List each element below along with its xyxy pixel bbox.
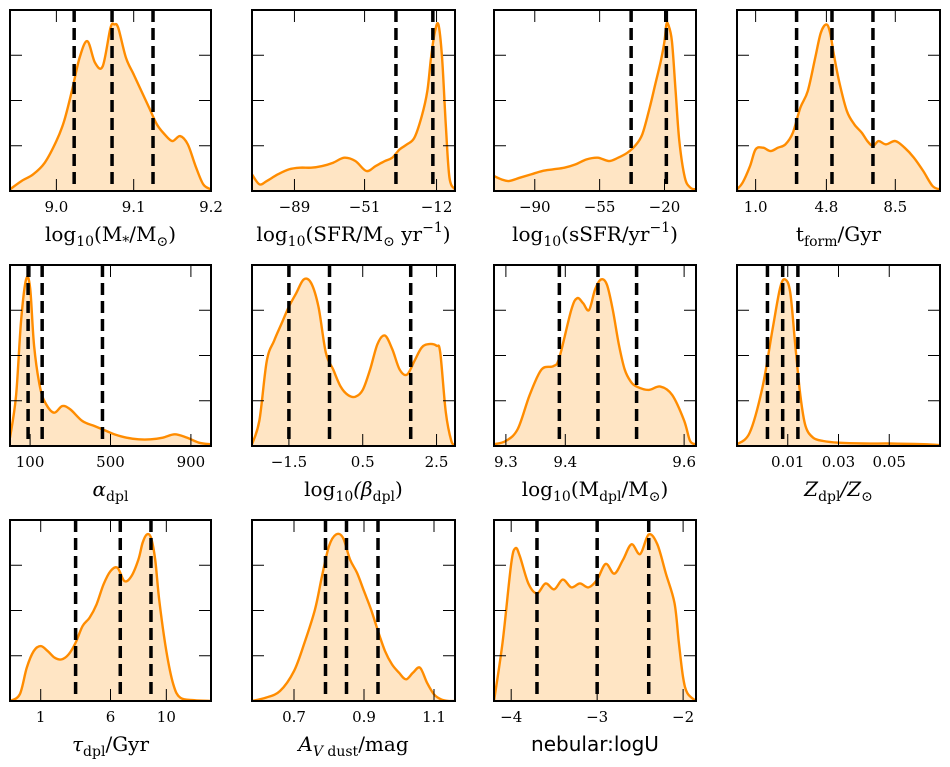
x-axis-label: log10​(SFR/M⊙​ yr−1​) xyxy=(256,220,450,250)
posterior-curve xyxy=(737,278,940,446)
posterior-curve xyxy=(494,21,696,191)
panel-3: −90 −55 −20 log10​(sSFR/yr−1​) xyxy=(493,9,697,250)
x-tick-label: 9.0 xyxy=(44,198,68,216)
x-tick-label: −55 xyxy=(584,198,616,216)
x-tick-label: 0.05 xyxy=(873,453,906,471)
x-tick-label: 4.8 xyxy=(814,198,838,216)
panel-10: 0.7 0.9 1.1 AV​ dust​/mag xyxy=(251,519,456,760)
x-tick-label: −51 xyxy=(349,198,381,216)
posterior-curve xyxy=(252,532,455,701)
x-axis-label: nebular:logU xyxy=(531,732,659,756)
x-tick-label: 0.9 xyxy=(352,708,376,726)
posterior-curve xyxy=(10,22,211,191)
x-axis-label: log10​(M*​/M⊙​) xyxy=(45,222,176,250)
x-axis-label: AV​ dust​/mag xyxy=(296,732,408,760)
x-tick-label: 1.1 xyxy=(422,708,446,726)
posterior-fill xyxy=(494,22,696,191)
panel-2: −89 −51 −12 log10​(SFR/M⊙​ yr−1​) xyxy=(251,9,456,250)
panel-11: −4 −3 −2 nebular:logU xyxy=(493,519,697,756)
panel-6: −1.5 0.5 2.5 log10​(βdpl​) xyxy=(251,264,456,505)
x-axis-label: τdpl​/Gyr xyxy=(72,732,149,760)
x-tick-label: −4 xyxy=(500,708,522,726)
x-axis-label: Zdpl​/Z⊙​ xyxy=(803,477,873,505)
posterior-curve xyxy=(252,22,455,191)
posterior-curve xyxy=(494,278,696,446)
panel-1: 9.0 9.1 9.2 log10​(M*​/M⊙​) xyxy=(9,9,223,250)
x-tick-label: 9.3 xyxy=(494,453,518,471)
x-tick-label: −3 xyxy=(586,708,608,726)
x-axis-label: log10​(sSFR/yr−1​) xyxy=(512,220,678,250)
x-tick-label: 9.6 xyxy=(672,453,696,471)
x-tick-label: 1 xyxy=(36,708,46,726)
x-tick-label: 900 xyxy=(177,453,206,471)
x-axis-label: αdpl​ xyxy=(93,477,129,505)
x-tick-label: 1.0 xyxy=(744,198,768,216)
x-tick-label: 9.4 xyxy=(553,453,577,471)
x-tick-label: 9.2 xyxy=(199,198,223,216)
x-tick-label: −89 xyxy=(279,198,311,216)
x-tick-label: 0.5 xyxy=(351,453,375,471)
x-tick-label: 0.03 xyxy=(822,453,855,471)
x-tick-label: −90 xyxy=(519,198,551,216)
x-axis-label: tform​/Gyr xyxy=(796,222,882,250)
x-tick-label: −20 xyxy=(649,198,681,216)
panel-9: 1 6 10 τdpl​/Gyr xyxy=(9,519,212,760)
x-tick-label: 100 xyxy=(16,453,45,471)
x-tick-label: 2.5 xyxy=(425,453,449,471)
x-tick-label: 10 xyxy=(157,708,176,726)
posterior-fill xyxy=(737,24,940,191)
posterior-fill xyxy=(494,279,696,446)
x-tick-label: 0.01 xyxy=(771,453,804,471)
x-tick-label: 6 xyxy=(106,708,116,726)
posterior-fill xyxy=(10,276,211,446)
panel-5: 100 500 900 αdpl​ xyxy=(9,264,212,505)
posterior-fill xyxy=(737,279,940,446)
posterior-fill xyxy=(494,534,696,701)
x-tick-label: 9.1 xyxy=(122,198,146,216)
x-axis-label: log10​(βdpl​) xyxy=(304,477,403,505)
posterior-fill xyxy=(252,278,455,446)
x-tick-label: −2 xyxy=(672,708,694,726)
x-tick-label: 500 xyxy=(96,453,125,471)
posterior-curve xyxy=(737,23,940,191)
posterior-curve xyxy=(10,532,211,701)
x-axis-label: log10​(Mdpl​/M⊙​) xyxy=(522,477,669,505)
posterior-fill xyxy=(10,534,211,701)
posterior-curve xyxy=(10,275,211,446)
x-tick-label: 0.7 xyxy=(282,708,306,726)
posterior-fill xyxy=(252,533,455,701)
x-tick-label: −12 xyxy=(421,198,453,216)
x-tick-label: 8.5 xyxy=(883,198,907,216)
x-tick-label: −1.5 xyxy=(271,453,307,471)
posterior-fill xyxy=(252,23,455,191)
